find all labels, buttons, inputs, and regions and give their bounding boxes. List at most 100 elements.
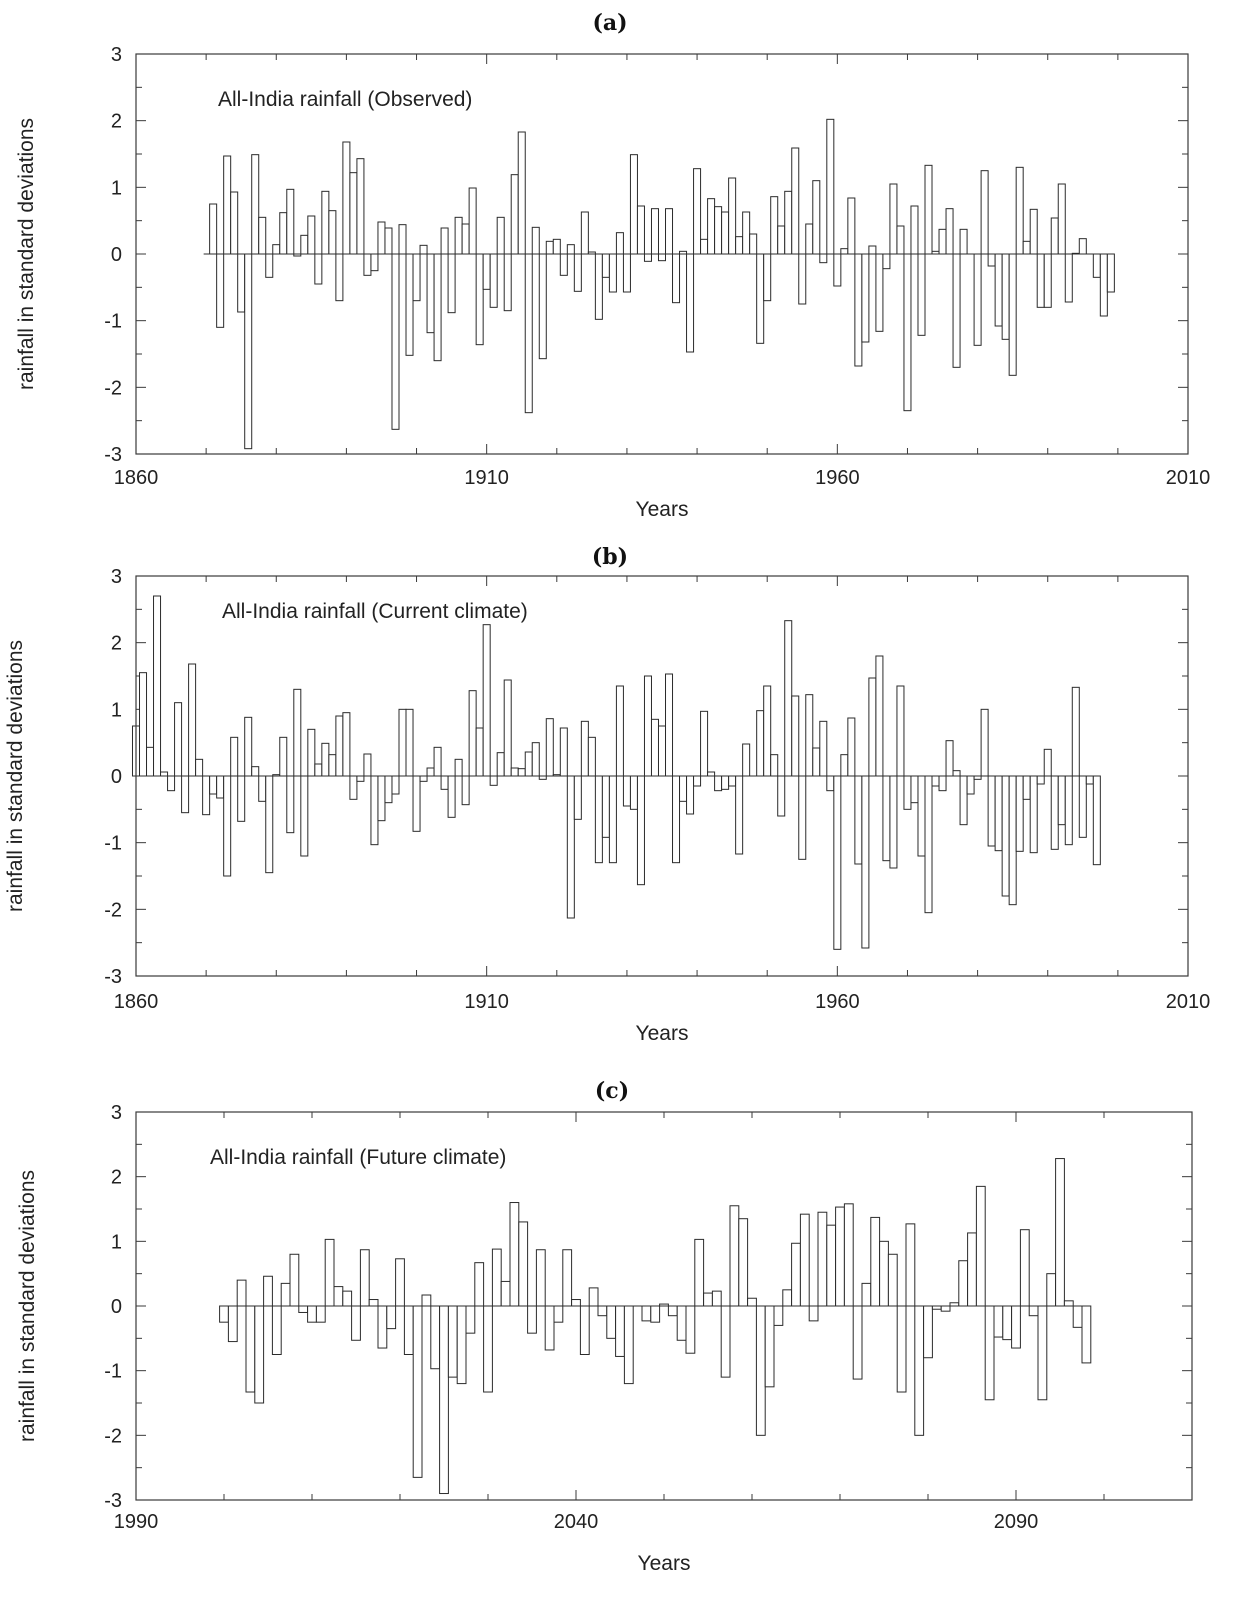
bar-c-2045	[615, 1305, 625, 1357]
y-axis-title-a: rainfall in standard deviations	[15, 118, 38, 390]
bar-b-1984	[1001, 775, 1010, 897]
plot-frame-c	[135, 1111, 1193, 1501]
y-axis-title-b: rainfall in standard deviations	[4, 640, 27, 912]
bar-c-2010	[307, 1305, 317, 1323]
bar-a-1930	[622, 253, 631, 293]
bar-b-1978	[959, 775, 968, 826]
bar-b-1997	[1092, 775, 1101, 866]
bar-b-1933	[643, 675, 652, 777]
bar-b-1960	[833, 775, 842, 950]
bar-c-2020	[395, 1258, 405, 1307]
bar-b-1889	[335, 715, 344, 777]
bar-b-1875	[237, 775, 246, 822]
bar-b-1986	[1015, 775, 1024, 852]
x-tick-label-b: 1860	[114, 991, 159, 1013]
bar-c-2032	[500, 1280, 511, 1307]
bar-b-1892	[356, 775, 365, 782]
bar-c-2060	[747, 1297, 757, 1307]
bar-b-1872	[216, 775, 225, 799]
bar-a-1992	[1057, 183, 1066, 255]
bar-c-2043	[597, 1305, 608, 1317]
bar-a-1932	[636, 205, 645, 255]
bar-b-1871	[209, 775, 218, 795]
bar-b-1941	[700, 710, 709, 777]
bar-a-1946	[735, 236, 744, 255]
bar-c-2057	[720, 1305, 731, 1378]
bar-c-2018	[377, 1305, 388, 1349]
bar-a-1896	[384, 227, 393, 255]
y-tick-label-a: 2	[111, 111, 122, 133]
bar-c-2027	[456, 1305, 467, 1385]
bar-a-1993	[1064, 253, 1073, 303]
bar-b-1956	[805, 694, 814, 777]
bar-c-2092	[1028, 1305, 1039, 1317]
bar-b-1949	[756, 710, 765, 777]
y-tick-label-b: 1	[111, 699, 122, 721]
bar-a-1933	[643, 253, 652, 262]
bar-c-2007	[280, 1282, 291, 1307]
bar-a-1875	[237, 253, 246, 313]
bar-c-2056	[711, 1290, 722, 1307]
bar-c-2049	[650, 1305, 661, 1323]
y-tick-label-a: 0	[111, 244, 122, 266]
bar-c-2008	[289, 1253, 300, 1307]
bar-a-1899	[405, 253, 414, 356]
bar-c-2003	[245, 1305, 256, 1393]
bar-c-2009	[298, 1305, 309, 1313]
x-tick-label-b: 1910	[464, 991, 509, 1013]
bar-c-2031	[491, 1248, 502, 1307]
bar-c-2022	[412, 1305, 423, 1478]
bar-b-1947	[742, 743, 751, 777]
bar-a-1983	[994, 253, 1003, 327]
bar-a-1987	[1022, 240, 1031, 255]
bar-b-1938	[679, 775, 688, 802]
bar-b-1893	[363, 753, 372, 777]
bar-a-1921	[559, 253, 568, 276]
bar-b-1861	[139, 672, 148, 777]
bar-c-2067	[808, 1305, 819, 1322]
bar-b-1990	[1043, 748, 1052, 777]
chart-panel-c: (c) -3 -2 -1 0 1 2 3 1990 2040 2090 Years rainfall i…	[0, 1080, 1255, 1608]
y-tick-label-b: 0	[111, 766, 122, 788]
bar-a-1931	[629, 154, 638, 255]
bar-b-1910	[482, 624, 491, 777]
bar-b-1885	[307, 728, 316, 777]
bar-a-1999	[1106, 253, 1115, 293]
bar-c-2038	[553, 1305, 564, 1323]
bar-b-1911	[489, 775, 498, 786]
bar-a-1947	[742, 211, 751, 255]
bar-b-1906	[454, 758, 463, 777]
bar-a-1919	[545, 240, 554, 255]
bar-b-1993	[1064, 775, 1073, 846]
bar-c-2058	[729, 1205, 740, 1307]
bar-a-1998	[1099, 253, 1108, 317]
bar-b-1967	[882, 775, 891, 862]
bar-a-1934	[650, 208, 659, 255]
bar-a-1923	[573, 253, 582, 292]
bar-b-1866	[174, 702, 183, 777]
bar-c-2048	[641, 1305, 652, 1322]
bar-b-1951	[770, 754, 779, 777]
bar-a-1981	[980, 170, 989, 255]
bar-b-1877	[251, 766, 260, 777]
bar-b-1963	[854, 775, 863, 865]
bar-a-1880	[272, 244, 281, 255]
bar-b-1887	[321, 742, 330, 777]
x-tick-label-a: 1960	[815, 467, 860, 489]
bar-b-1961	[840, 754, 849, 777]
bar-c-2093	[1037, 1305, 1048, 1401]
x-axis-title-c: Years	[638, 1552, 691, 1575]
bar-a-1901	[419, 244, 428, 255]
bar-a-1978	[959, 228, 968, 255]
bar-a-1927	[601, 253, 610, 278]
bar-a-1941	[700, 238, 709, 255]
bar-b-1869	[195, 758, 204, 777]
bar-c-2077	[896, 1305, 907, 1393]
bar-b-1919	[545, 718, 554, 777]
bar-a-1897	[391, 253, 400, 430]
bar-c-2078	[905, 1223, 916, 1307]
bar-b-1927	[601, 775, 610, 838]
bar-a-1911	[489, 253, 498, 308]
bar-c-2006	[271, 1305, 282, 1355]
bar-c-2082	[940, 1305, 951, 1312]
